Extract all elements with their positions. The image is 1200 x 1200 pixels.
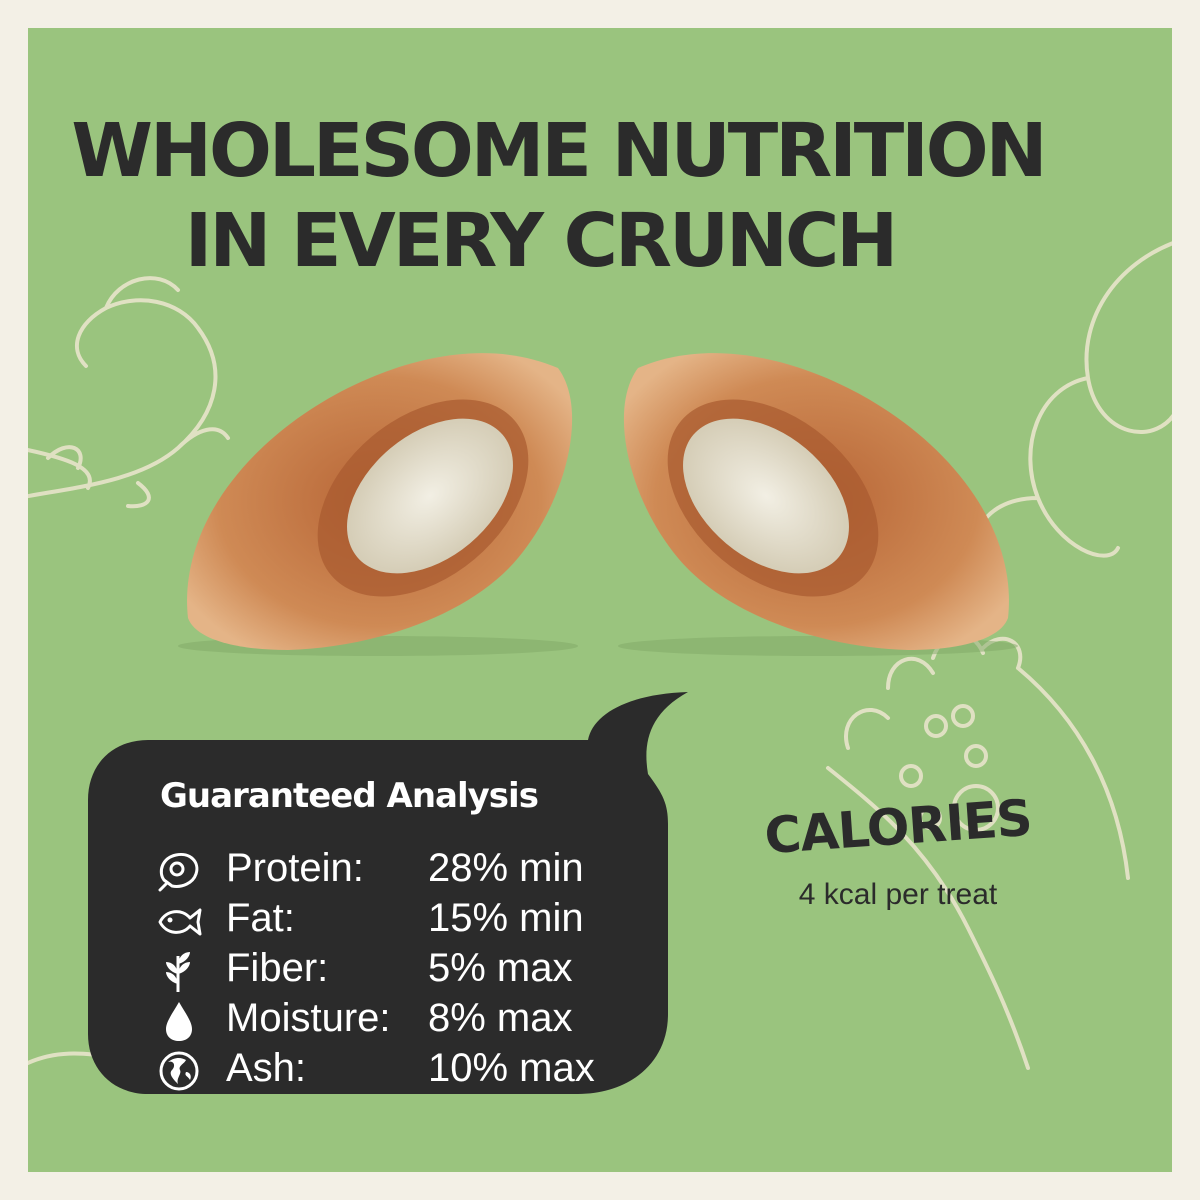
- treat-image-left: [178, 353, 578, 656]
- analysis-speech-bubble: [88, 692, 688, 1094]
- nutrient-value: 5% max: [428, 946, 573, 990]
- globe-icon: [159, 1051, 199, 1091]
- calories-value: 4 kcal per treat: [798, 878, 998, 911]
- nutrient-value: 15% min: [428, 896, 584, 940]
- shrimp-doodle-icon: [28, 276, 230, 509]
- plant-icon: [166, 952, 190, 992]
- meat-icon: [158, 852, 199, 892]
- nutrient-value: 10% max: [428, 1046, 595, 1090]
- nutrient-value: 8% max: [428, 996, 573, 1040]
- headline-line-2: IN EVERY CRUNCH: [184, 198, 898, 284]
- nutrient-label: Fat:: [226, 896, 295, 940]
- product-panel: WHOLESOME NUTRITION IN EVERY CRUNCH: [28, 28, 1172, 1172]
- treat-image-right: [618, 353, 1018, 656]
- nutrient-label: Ash:: [226, 1046, 307, 1090]
- nutrient-label: Moisture:: [226, 996, 391, 1040]
- nutrient-label: Protein:: [226, 846, 364, 890]
- nutrient-value: 28% min: [428, 846, 584, 890]
- analysis-title: Guaranteed Analysis: [160, 776, 539, 816]
- fish-icon: [158, 908, 202, 936]
- nutrient-label: Fiber:: [226, 946, 329, 990]
- headline-line-1: WHOLESOME NUTRITION: [71, 108, 1047, 194]
- water-drop-icon: [166, 1002, 192, 1041]
